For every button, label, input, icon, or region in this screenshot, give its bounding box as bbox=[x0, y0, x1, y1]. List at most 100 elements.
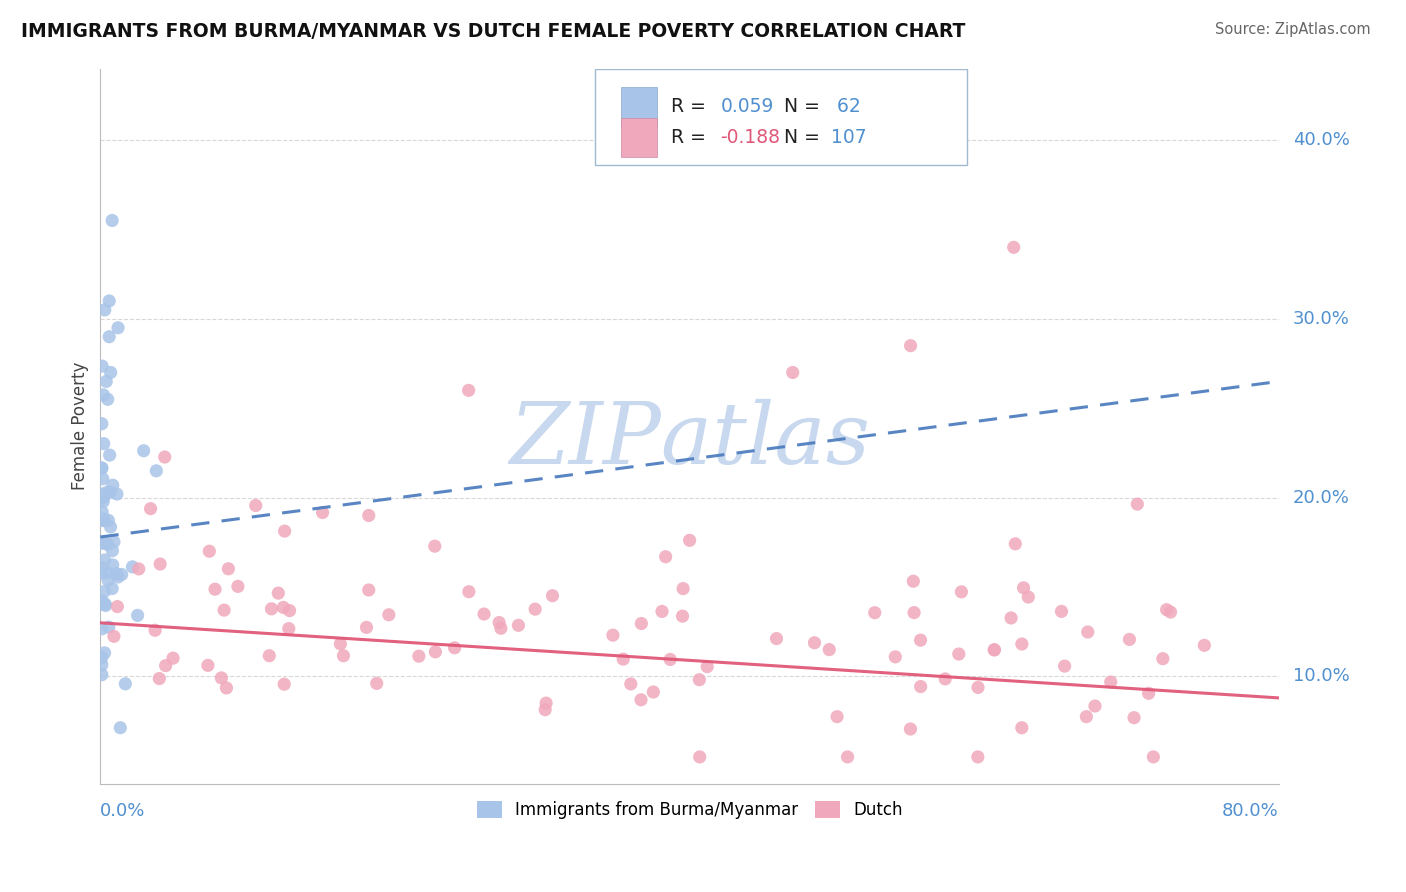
Point bbox=[818, 642, 841, 657]
Point bbox=[90, 560, 112, 574]
Point bbox=[1126, 497, 1149, 511]
Point bbox=[107, 320, 129, 334]
Point bbox=[672, 582, 695, 596]
Point bbox=[101, 582, 124, 596]
Point bbox=[900, 722, 922, 736]
Point bbox=[93, 436, 115, 450]
Point bbox=[98, 485, 121, 500]
Point bbox=[273, 677, 295, 691]
Point bbox=[612, 652, 634, 666]
Point bbox=[1142, 750, 1164, 764]
Point bbox=[90, 667, 112, 681]
Text: 20.0%: 20.0% bbox=[1294, 489, 1350, 507]
Point bbox=[1077, 625, 1099, 640]
Point bbox=[259, 648, 281, 663]
Point bbox=[93, 553, 115, 567]
Point bbox=[209, 671, 232, 685]
Point bbox=[97, 392, 120, 407]
Point bbox=[910, 633, 932, 648]
Point bbox=[90, 461, 112, 475]
Point bbox=[273, 600, 295, 615]
Point bbox=[782, 366, 804, 380]
Point bbox=[94, 597, 117, 611]
Point bbox=[139, 501, 162, 516]
Point bbox=[541, 589, 564, 603]
Point bbox=[143, 624, 166, 638]
Point bbox=[101, 213, 124, 227]
Point bbox=[96, 566, 118, 580]
Point bbox=[967, 681, 990, 695]
Point bbox=[121, 559, 143, 574]
Point bbox=[103, 629, 125, 643]
Point bbox=[93, 646, 115, 660]
Point bbox=[98, 329, 121, 343]
Point bbox=[408, 649, 430, 664]
FancyBboxPatch shape bbox=[621, 87, 657, 127]
Point bbox=[260, 602, 283, 616]
Point bbox=[534, 696, 557, 710]
Point bbox=[696, 659, 718, 673]
Point bbox=[90, 491, 112, 506]
Point bbox=[311, 506, 333, 520]
Text: R =: R = bbox=[671, 97, 711, 117]
Point bbox=[90, 566, 112, 580]
Point bbox=[1156, 602, 1178, 616]
Point bbox=[105, 566, 128, 581]
Text: -0.188: -0.188 bbox=[720, 128, 780, 147]
Point bbox=[332, 648, 354, 663]
Y-axis label: Female Poverty: Female Poverty bbox=[72, 362, 89, 491]
Point bbox=[508, 618, 530, 632]
Point bbox=[457, 384, 479, 398]
Text: IMMIGRANTS FROM BURMA/MYANMAR VS DUTCH FEMALE POVERTY CORRELATION CHART: IMMIGRANTS FROM BURMA/MYANMAR VS DUTCH F… bbox=[21, 22, 966, 41]
Text: 0.0%: 0.0% bbox=[100, 802, 146, 820]
Point bbox=[903, 606, 925, 620]
Point bbox=[145, 464, 167, 478]
Point bbox=[107, 570, 129, 584]
Point bbox=[148, 672, 170, 686]
Point bbox=[1002, 240, 1025, 254]
Point bbox=[630, 693, 652, 707]
Point bbox=[366, 676, 388, 690]
Point bbox=[1004, 537, 1026, 551]
Point bbox=[97, 620, 120, 634]
Point bbox=[472, 607, 495, 621]
Point bbox=[103, 534, 125, 549]
Point bbox=[659, 652, 682, 666]
Point bbox=[90, 487, 112, 501]
Point bbox=[425, 645, 447, 659]
Point bbox=[93, 388, 115, 402]
Point bbox=[765, 632, 787, 646]
Text: 30.0%: 30.0% bbox=[1294, 310, 1350, 328]
Point bbox=[93, 512, 115, 526]
Point bbox=[651, 604, 673, 618]
Point bbox=[983, 642, 1005, 657]
Point bbox=[863, 606, 886, 620]
Point bbox=[1053, 659, 1076, 673]
Point bbox=[654, 549, 676, 564]
Text: 107: 107 bbox=[831, 128, 866, 147]
Point bbox=[93, 490, 115, 504]
Point bbox=[688, 673, 710, 687]
Point bbox=[837, 750, 859, 764]
Point bbox=[153, 450, 176, 464]
Text: Source: ZipAtlas.com: Source: ZipAtlas.com bbox=[1215, 22, 1371, 37]
Point bbox=[1118, 632, 1140, 647]
Point bbox=[524, 602, 547, 616]
Point bbox=[357, 582, 380, 597]
Point bbox=[1137, 686, 1160, 700]
Point bbox=[128, 562, 150, 576]
Point bbox=[934, 672, 956, 686]
Point bbox=[357, 508, 380, 523]
Point bbox=[1011, 721, 1033, 735]
Point bbox=[966, 750, 988, 764]
Point bbox=[1123, 711, 1146, 725]
Point bbox=[1152, 651, 1174, 665]
Point bbox=[114, 677, 136, 691]
Point bbox=[602, 628, 624, 642]
Point bbox=[273, 524, 295, 538]
Point bbox=[127, 608, 149, 623]
Point bbox=[93, 514, 115, 528]
Text: 80.0%: 80.0% bbox=[1222, 802, 1279, 820]
Point bbox=[101, 543, 124, 558]
Point bbox=[101, 478, 124, 492]
